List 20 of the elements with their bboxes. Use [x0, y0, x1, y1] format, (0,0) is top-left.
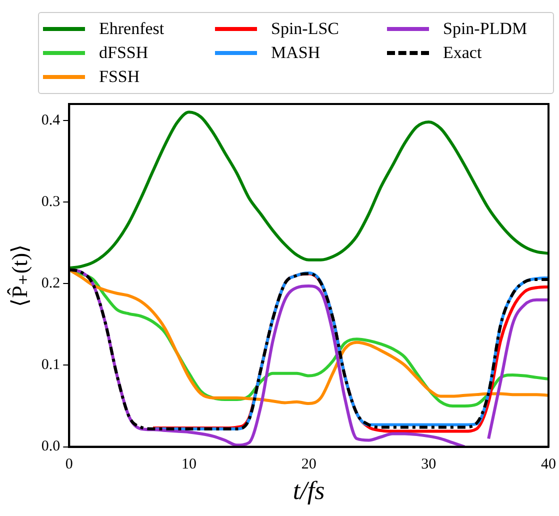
x-tick-label: 0 [65, 456, 73, 473]
legend-label: dFSSH [99, 43, 148, 63]
y-tick-label: 0.0 [41, 438, 60, 455]
y-tick-label: 0.1 [41, 357, 60, 374]
x-tick-label: 10 [181, 456, 196, 473]
x-tick-label: 20 [301, 456, 316, 473]
y-tick-label: 0.3 [41, 194, 60, 210]
line-series [69, 110, 548, 270]
y-tick-label: 0.2 [41, 276, 60, 292]
y-tick-label: 0.4 [41, 112, 61, 128]
legend-label: Exact [443, 43, 482, 63]
legend-label: Spin-LSC [271, 19, 340, 39]
y-axis-title: ⟨P̂₊(t)⟩ [6, 244, 32, 307]
x-tick-label: 40 [541, 456, 556, 473]
x-tick-label: 30 [421, 456, 436, 473]
legend-label: Spin-PLDM [443, 19, 528, 39]
legend-label: Ehrenfest [99, 19, 164, 39]
legend-label: MASH [271, 43, 320, 63]
x-axis-title: t/fs [292, 476, 325, 506]
legend-label: FSSH [99, 67, 140, 87]
